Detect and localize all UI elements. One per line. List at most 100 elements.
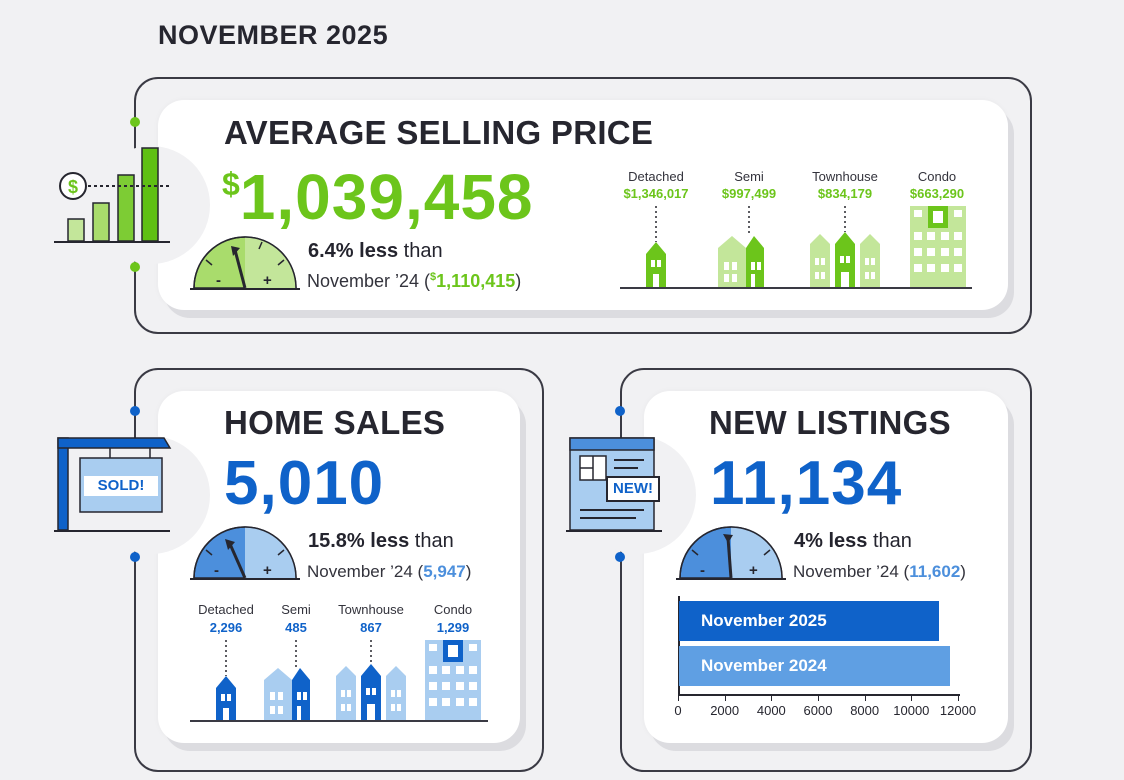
price-type-value: $997,499 [721, 186, 777, 201]
frame-dot [615, 406, 625, 416]
sales-type-label: Semi [281, 602, 311, 617]
gauge-icon: - + [190, 234, 300, 292]
price-type-value: $1,346,017 [623, 186, 689, 201]
chart-bar: November 2024 [679, 646, 950, 686]
new-listing-icon: NEW! [566, 432, 676, 536]
price-type-value: $663,290 [909, 186, 965, 201]
new-listings-compare-label: November ’24 ( [793, 562, 910, 581]
new-listings-delta-rest: than [867, 530, 912, 552]
avg-price-compare-label: November ’24 ( [307, 271, 431, 291]
gauge-plus: + [749, 562, 758, 579]
svg-text:-: - [216, 272, 221, 289]
chart-tick-mark [771, 696, 773, 701]
sales-houses-illustration [190, 636, 488, 724]
sales-type-label: Detached [198, 602, 254, 617]
chart-bar-label: November 2024 [701, 656, 827, 675]
frame-dot [130, 117, 140, 127]
chart-tick-label: 0 [674, 703, 682, 718]
detached-house-icon [646, 242, 666, 287]
frame-dot [130, 262, 140, 272]
home-sales-value: 5,010 [224, 449, 385, 518]
sales-type-label: Condo [433, 602, 473, 617]
home-sales-compare-close: ) [465, 562, 472, 581]
home-sales-frame [134, 368, 544, 772]
chart-bar: November 2025 [679, 601, 939, 641]
chart-tick-mark [818, 696, 819, 701]
semi-house-icon [264, 668, 310, 720]
price-houses-illustration [620, 200, 972, 292]
svg-text:+: + [263, 562, 272, 579]
new-listings-compare-close: ) [960, 562, 966, 581]
new-badge: NEW! [606, 476, 660, 502]
townhouse-icon [810, 232, 880, 287]
new-listings-compare: November ’24 (11,602) [793, 562, 966, 582]
new-listings-compare-value: 11,602 [909, 562, 961, 581]
svg-text:$: $ [68, 177, 78, 197]
chart-tick-mark [678, 696, 679, 701]
chart-tick-mark [911, 696, 913, 701]
home-sales-delta-rest: than [409, 530, 454, 552]
chart-tick-label: 10000 [893, 703, 930, 718]
sales-type-value: 1,299 [436, 620, 470, 635]
chart-tick-mark [958, 696, 959, 701]
price-type-label: Townhouse [812, 169, 878, 184]
home-sales-delta: 15.8% less than [308, 530, 454, 553]
new-listings-delta-bold: 4% less [794, 530, 868, 552]
avg-price-delta: 6.4% less than [308, 240, 443, 263]
frame-dot [130, 552, 140, 562]
avg-price-compare-close: ) [515, 271, 522, 291]
frame-dot [130, 406, 140, 416]
avg-price-title: AVERAGE SELLING PRICE [224, 114, 654, 151]
gauge-minus: - [700, 562, 705, 579]
gauge-icon: - + [676, 524, 786, 582]
chart-tick-label: 4000 [756, 703, 786, 718]
price-type-label: Detached [628, 169, 684, 184]
chart-tick-mark [724, 696, 726, 701]
chart-bar-label: November 2025 [701, 611, 827, 630]
avg-price-compare-currency: $ [430, 271, 437, 283]
home-sales-compare: November ’24 (5,947) [307, 562, 471, 582]
price-chart-icon: $ [54, 145, 174, 245]
avg-price-delta-bold: 6.4% less [308, 240, 399, 262]
sales-type-label: Townhouse [338, 602, 404, 617]
sales-type-value: 867 [360, 620, 382, 635]
chart-tick-label: 6000 [803, 703, 833, 718]
new-listings-value: 11,134 [710, 449, 903, 518]
sales-type-value: 485 [285, 620, 307, 635]
svg-text:-: - [214, 562, 219, 579]
detached-house-icon [216, 676, 236, 720]
chart-tick-label: 12000 [939, 703, 977, 718]
gauge-icon: - + [190, 524, 300, 582]
chart-tick-mark [864, 696, 866, 701]
sold-sign-icon: SOLD! [54, 432, 174, 536]
avg-price-currency: $ [222, 166, 240, 202]
price-type-label: Condo [917, 169, 957, 184]
new-listings-frame [620, 368, 1032, 772]
avg-price-compare: November ’24 ($1,110,415) [307, 271, 521, 292]
svg-text:+: + [263, 272, 272, 289]
chart-baseline [678, 694, 960, 696]
price-type-value: $834,179 [817, 186, 873, 201]
avg-price-delta-rest: than [398, 240, 443, 262]
condo-icon [910, 206, 966, 287]
townhouse-icon [336, 664, 406, 720]
avg-price-value: $1,039,458 [222, 160, 534, 234]
condo-icon [425, 640, 481, 720]
chart-tick-label: 2000 [710, 703, 740, 718]
frame-dot [615, 552, 625, 562]
listings-bar-chart: November 2025 November 2024 0 2000 4000 6000 8… [674, 596, 976, 722]
home-sales-title: HOME SALES [224, 404, 446, 441]
home-sales-delta-bold: 15.8% less [308, 530, 410, 552]
home-sales-compare-value: 5,947 [423, 562, 466, 581]
semi-house-icon [718, 236, 764, 287]
price-type-label: Semi [734, 169, 764, 184]
new-listings-title: NEW LISTINGS [709, 404, 951, 441]
new-listings-delta: 4% less than [794, 530, 912, 553]
sold-sign-text: SOLD! [84, 476, 158, 496]
page-title: NOVEMBER 2025 [158, 20, 389, 50]
chart-tick-label: 8000 [850, 703, 880, 718]
avg-price-number: 1,039,458 [239, 161, 534, 233]
sales-type-value: 2,296 [209, 620, 243, 635]
avg-price-compare-value: 1,110,415 [436, 271, 516, 291]
home-sales-compare-label: November ’24 ( [307, 562, 424, 581]
